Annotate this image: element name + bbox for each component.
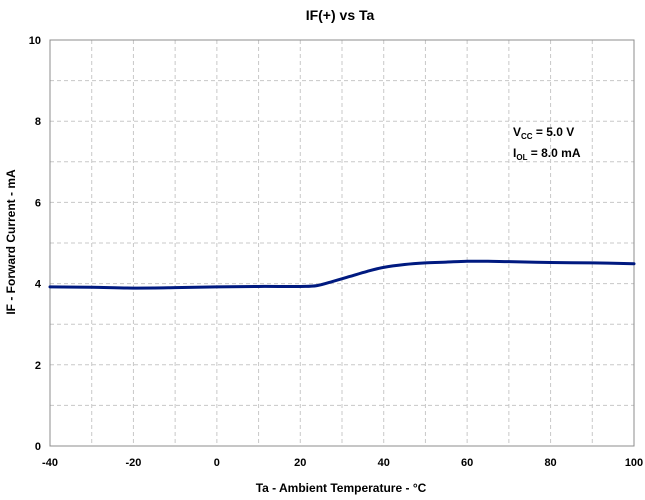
series-line	[48, 259, 636, 290]
y-tick-label: 8	[35, 116, 41, 128]
x-tick-label: 20	[294, 457, 306, 469]
y-tick-label: 4	[35, 279, 42, 291]
series-group	[48, 259, 636, 290]
y-tick-label: 2	[35, 360, 41, 372]
annotation-vcc-value: = 5.0 V	[533, 125, 575, 139]
x-tick-label: 100	[625, 457, 643, 469]
annotation-iol: IOL = 8.0 mA	[513, 146, 581, 162]
x-tick-label: -20	[125, 457, 141, 469]
plot-frame	[49, 39, 635, 447]
y-tick-label: 10	[29, 35, 41, 47]
x-tick-label: 40	[378, 457, 390, 469]
annotation-iol-subscript: OL	[516, 153, 527, 162]
y-tick-label: 0	[35, 441, 41, 453]
chart-title: IF(+) vs Ta	[306, 7, 375, 23]
annotation-iol-symbol: I	[513, 146, 516, 160]
y-axis-title: IF - Forward Current - mA	[4, 169, 18, 315]
annotation-vcc-subscript: CC	[521, 132, 533, 141]
x-tick-label: 0	[214, 457, 220, 469]
y-tick-label: 6	[35, 197, 41, 209]
x-tick-label: -40	[42, 457, 58, 469]
annotation-vcc: VCC = 5.0 V	[513, 125, 574, 141]
x-tick-labels: -40 -20 0 20 40 60 80 100	[42, 457, 643, 469]
x-axis-title: Ta - Ambient Temperature - °C	[256, 481, 427, 495]
conditions-annotation: VCC = 5.0 V IOL = 8.0 mA	[513, 125, 581, 162]
x-tick-label: 80	[544, 457, 556, 469]
x-tick-label: 60	[461, 457, 473, 469]
annotation-iol-value: = 8.0 mA	[527, 146, 580, 160]
y-tick-labels: 0 2 4 6 8 10	[29, 35, 42, 453]
annotation-vcc-symbol: V	[513, 125, 521, 139]
grid	[50, 40, 634, 446]
